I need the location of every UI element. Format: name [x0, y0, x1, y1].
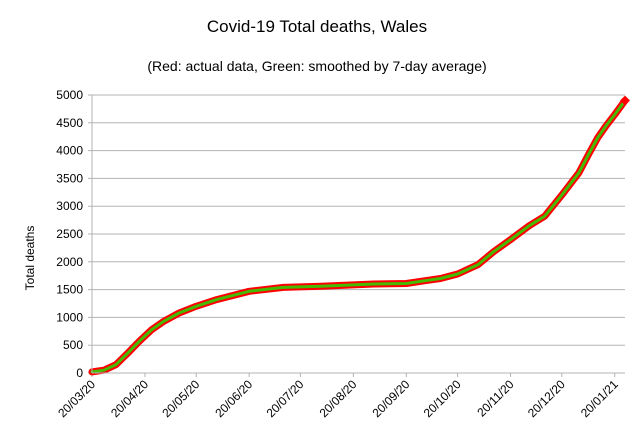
x-tick-label: 20/08/20	[317, 377, 360, 420]
x-tick-label: 20/05/20	[159, 377, 202, 420]
x-tick-label: 20/04/20	[108, 377, 151, 420]
series-lines	[88, 95, 630, 376]
x-tick-label: 20/07/20	[264, 377, 307, 420]
y-tick-label: 2500	[56, 227, 83, 241]
y-tick-label: 500	[63, 338, 83, 352]
y-axis-label: Total deaths	[23, 226, 37, 291]
x-tick-label: 20/06/20	[212, 377, 255, 420]
x-tick-label: 20/12/20	[525, 377, 568, 420]
y-tick-label: 1500	[56, 283, 83, 297]
y-tick-label: 4500	[56, 116, 83, 130]
x-tick-label: 20/09/20	[370, 377, 413, 420]
y-tick-label: 2000	[56, 255, 83, 269]
series-line-1	[90, 99, 627, 374]
y-tick-label: 4000	[56, 144, 83, 158]
x-tick-labels: 20/03/20 20/04/20 20/05/20 20/06/20 20/07/20…	[55, 373, 621, 420]
gridlines	[92, 94, 625, 374]
y-tick-label: 5000	[56, 88, 83, 102]
y-tick-label: 0	[76, 366, 83, 380]
y-tick-label: 3500	[56, 171, 83, 185]
chart-title: Covid-19 Total deaths, Wales	[207, 17, 427, 36]
y-tick-label: 3000	[56, 199, 83, 213]
x-tick-label: 20/11/20	[474, 377, 517, 420]
x-tick-label: 20/03/20	[55, 377, 98, 420]
series-end-marker	[620, 95, 630, 106]
x-tick-label: 20/10/20	[421, 377, 464, 420]
chart-subtitle: (Red: actual data, Green: smoothed by 7-…	[147, 58, 486, 74]
y-tick-labels: 0 500 1000 1500 2000 2500 3000 3500 4000 4500 5000	[56, 88, 92, 380]
y-tick-label: 1000	[56, 310, 83, 324]
x-tick-label: 20/01/21	[578, 377, 621, 420]
series-line-0	[88, 97, 629, 376]
